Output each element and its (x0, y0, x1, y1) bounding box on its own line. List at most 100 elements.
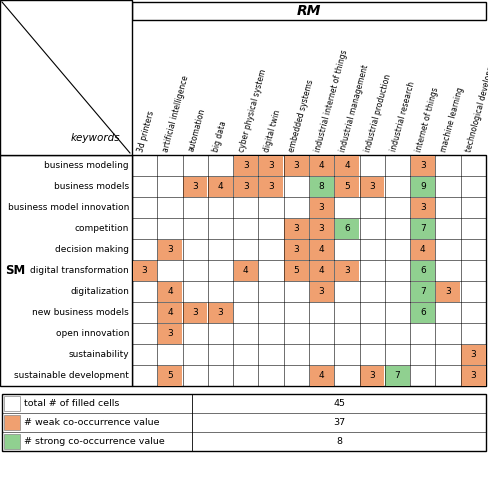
Text: 3: 3 (470, 371, 476, 380)
Text: 4: 4 (167, 308, 173, 317)
Text: industrial internet of things: industrial internet of things (313, 48, 349, 153)
Bar (2, 394, 486, 451)
Bar (183, 176, 207, 197)
Text: digital transformation: digital transformation (30, 266, 129, 275)
Bar (234, 260, 258, 280)
Bar (4, 415, 20, 430)
Text: big data: big data (212, 120, 229, 153)
Bar (360, 366, 385, 386)
Bar (158, 324, 182, 344)
Bar (234, 156, 258, 176)
Bar (410, 302, 435, 322)
Bar (284, 156, 308, 176)
Text: sustainable development: sustainable development (14, 371, 129, 380)
Text: 3: 3 (243, 182, 249, 191)
Bar (436, 282, 460, 302)
Bar (335, 156, 359, 176)
Text: 3: 3 (167, 329, 173, 338)
Text: technological development: technological development (465, 50, 488, 153)
Text: 3: 3 (344, 266, 350, 275)
Bar (461, 366, 486, 386)
Bar (309, 282, 334, 302)
Text: 5: 5 (293, 266, 299, 275)
Text: 4: 4 (167, 287, 173, 296)
Text: business model innovation: business model innovation (8, 203, 129, 212)
Bar (410, 176, 435, 197)
Text: 6: 6 (420, 266, 426, 275)
Bar (208, 176, 233, 197)
Bar (309, 198, 334, 218)
Text: digitalization: digitalization (70, 287, 129, 296)
Text: 3: 3 (192, 308, 198, 317)
Text: 37: 37 (333, 418, 345, 427)
Bar (309, 176, 334, 197)
Text: 5: 5 (167, 371, 173, 380)
Text: business modeling: business modeling (44, 161, 129, 170)
Text: 3: 3 (167, 245, 173, 254)
Text: 45: 45 (333, 399, 345, 408)
Text: artificial intelligence: artificial intelligence (161, 74, 190, 153)
Text: 6: 6 (420, 308, 426, 317)
Text: 4: 4 (420, 245, 426, 254)
Bar (309, 260, 334, 280)
Text: machine learning: machine learning (439, 86, 466, 153)
Text: cyber physical system: cyber physical system (237, 68, 268, 153)
Bar (410, 198, 435, 218)
Text: # strong co-occurrence value: # strong co-occurrence value (24, 437, 165, 446)
Bar (309, 156, 334, 176)
Text: 3: 3 (293, 245, 299, 254)
Text: 3: 3 (369, 371, 375, 380)
Bar (335, 218, 359, 238)
Text: 3: 3 (470, 350, 476, 359)
Text: sustainability: sustainability (68, 350, 129, 359)
Text: 4: 4 (319, 266, 325, 275)
Text: keywords: keywords (70, 133, 120, 143)
Bar (132, 155, 486, 386)
Bar (386, 366, 409, 386)
Bar (133, 260, 157, 280)
Bar (461, 344, 486, 364)
Text: 4: 4 (243, 266, 248, 275)
Text: 7: 7 (420, 287, 426, 296)
Bar (410, 260, 435, 280)
Bar (4, 434, 20, 449)
Text: 4: 4 (319, 371, 325, 380)
Bar (309, 240, 334, 260)
Text: 3: 3 (268, 161, 274, 170)
Text: 8: 8 (336, 437, 342, 446)
Bar (0, 155, 132, 386)
Text: 3: 3 (192, 182, 198, 191)
Text: 3: 3 (420, 161, 426, 170)
Bar (0, 0, 132, 155)
Text: 4: 4 (319, 245, 325, 254)
Bar (309, 366, 334, 386)
Text: 3: 3 (268, 182, 274, 191)
Text: 3: 3 (293, 224, 299, 233)
Text: 3: 3 (420, 203, 426, 212)
Text: 3: 3 (445, 287, 451, 296)
Text: 7: 7 (420, 224, 426, 233)
Bar (158, 240, 182, 260)
Text: 4: 4 (319, 161, 325, 170)
Text: RM: RM (297, 4, 321, 18)
Text: 5: 5 (344, 182, 350, 191)
Bar (132, 2, 486, 20)
Bar (4, 396, 20, 411)
Text: internet of things: internet of things (414, 86, 440, 153)
Bar (183, 302, 207, 322)
Bar (284, 240, 308, 260)
Text: 8: 8 (319, 182, 325, 191)
Text: 3: 3 (142, 266, 147, 275)
Text: business models: business models (54, 182, 129, 191)
Text: 3d printers: 3d printers (136, 110, 156, 153)
Text: 9: 9 (420, 182, 426, 191)
Bar (284, 260, 308, 280)
Text: total # of filled cells: total # of filled cells (24, 399, 120, 408)
Text: 3: 3 (319, 287, 325, 296)
Text: decision making: decision making (55, 245, 129, 254)
Text: 3: 3 (319, 224, 325, 233)
Text: industrial research: industrial research (389, 81, 416, 153)
Text: 4: 4 (344, 161, 350, 170)
Bar (335, 260, 359, 280)
Text: # weak co-occurrence value: # weak co-occurrence value (24, 418, 160, 427)
